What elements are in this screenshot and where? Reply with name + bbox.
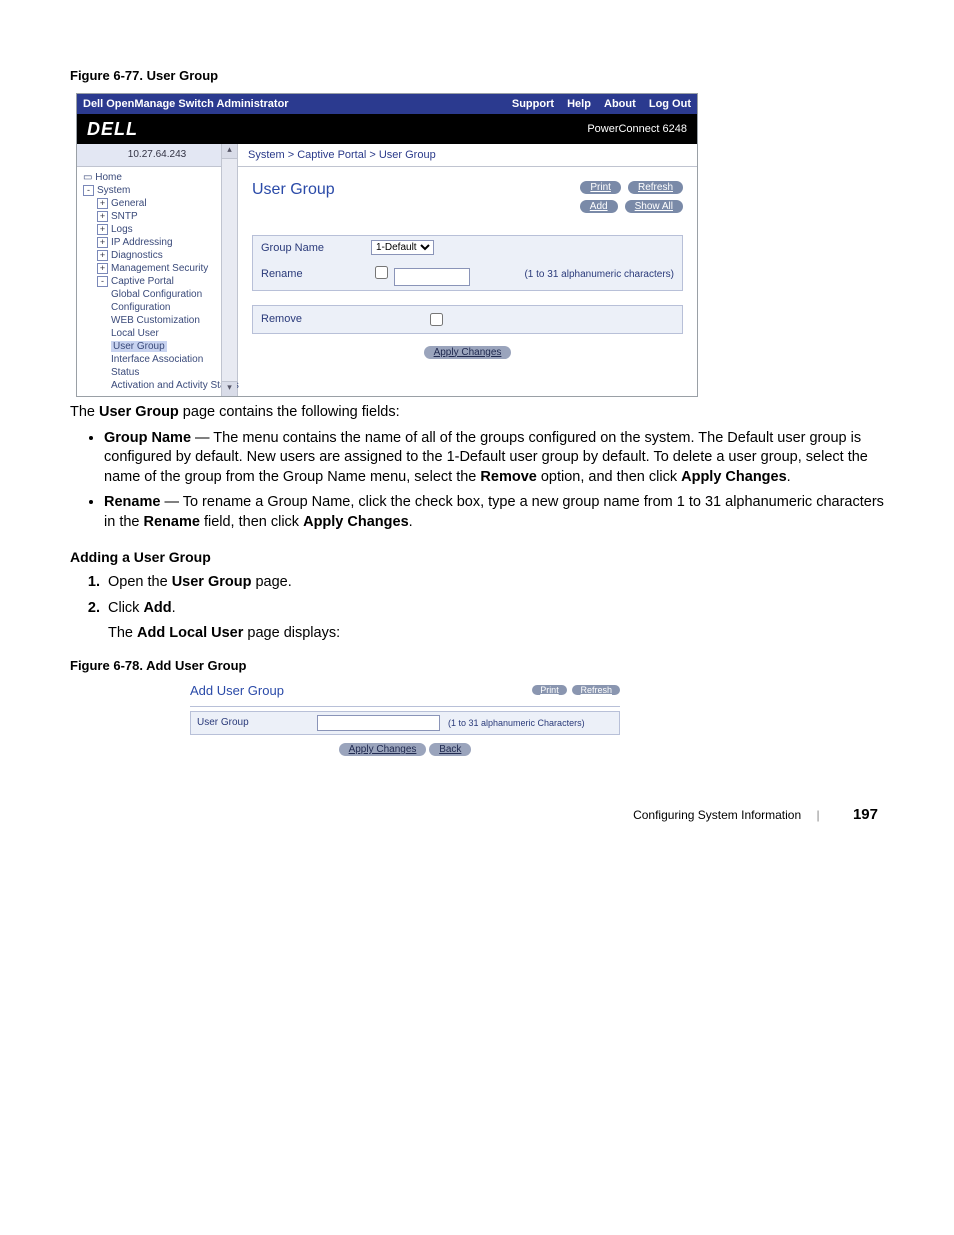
print-button[interactable]: Print [580, 181, 621, 194]
app-topbar: Dell OpenManage Switch Administrator Sup… [77, 94, 697, 114]
showall-button[interactable]: Show All [625, 200, 683, 213]
link-support[interactable]: Support [512, 98, 554, 110]
app-title: Dell OpenManage Switch Administrator [83, 98, 289, 110]
doc-body: The User Group page contains the followi… [70, 403, 884, 644]
bullet-rename: Rename — To rename a Group Name, click t… [104, 493, 884, 532]
tree-webcust[interactable]: WEB Customization [81, 314, 235, 327]
refresh-button[interactable]: Refresh [628, 181, 683, 194]
tree-diag[interactable]: +Diagnostics [81, 249, 235, 262]
topbar-links: Support Help About Log Out [502, 98, 691, 110]
step-1: Open the User Group page. [104, 573, 884, 593]
figure2-caption: Figure 6-78. Add User Group [70, 658, 884, 673]
logo-row: DELL PowerConnect 6248 [77, 114, 697, 144]
nav-tree: ▭ Home -System +General +SNTP +Logs +IP … [77, 167, 237, 396]
tree-home[interactable]: ▭ Home [81, 171, 235, 184]
tree-captive[interactable]: -Captive Portal [81, 275, 235, 288]
rename-input[interactable] [394, 268, 470, 286]
link-logout[interactable]: Log Out [649, 98, 691, 110]
link-about[interactable]: About [604, 98, 636, 110]
add-panel-title: Add User Group [190, 683, 284, 698]
groupname-select[interactable]: 1-Default [371, 240, 434, 255]
device-ip: 10.27.64.243 [77, 144, 237, 167]
tree-system[interactable]: -System [81, 184, 235, 197]
add-print-button[interactable]: Print [532, 685, 567, 695]
bullet-groupname: Group Name — The menu contains the name … [104, 429, 884, 488]
scroll-up-icon[interactable]: ▴ [222, 144, 237, 159]
rename-checkbox[interactable] [375, 266, 388, 279]
link-help[interactable]: Help [567, 98, 591, 110]
add-button[interactable]: Add [580, 200, 618, 213]
add-back-button[interactable]: Back [429, 743, 471, 756]
subhead-adding: Adding a User Group [70, 548, 884, 567]
dell-logo: DELL [87, 119, 138, 140]
apply-changes-button[interactable]: Apply Changes [424, 346, 512, 359]
add-usergroup-label: User Group [197, 717, 317, 728]
group-form: Group Name 1-Default Rename [252, 235, 683, 291]
sidebar-scrollbar[interactable]: ▴ ▾ [221, 144, 237, 396]
intro-text: The User Group page contains the followi… [70, 403, 884, 423]
tree-localuser[interactable]: Local User [81, 327, 235, 340]
rename-label: Rename [261, 268, 371, 280]
breadcrumb: System > Captive Portal > User Group [238, 144, 697, 167]
nav-sidebar: 10.27.64.243 ▭ Home -System +General +SN… [77, 144, 238, 396]
add-apply-button[interactable]: Apply Changes [339, 743, 427, 756]
tree-logs[interactable]: +Logs [81, 223, 235, 236]
screenshot-user-group: Dell OpenManage Switch Administrator Sup… [76, 93, 698, 397]
panel-title: User Group [252, 181, 335, 199]
footer-section: Configuring System Information [633, 808, 801, 822]
tree-globalconf[interactable]: Global Configuration [81, 288, 235, 301]
footer-page: 197 [853, 806, 878, 823]
add-refresh-button[interactable]: Refresh [572, 685, 620, 695]
screenshot-add-user-group: Add User Group Print Refresh User Group … [190, 683, 620, 756]
product-name: PowerConnect 6248 [587, 123, 687, 135]
tree-activity[interactable]: Activation and Activity Status [81, 379, 235, 392]
tree-sntp[interactable]: +SNTP [81, 210, 235, 223]
tree-general[interactable]: +General [81, 197, 235, 210]
remove-label: Remove [261, 313, 426, 325]
page-footer: Configuring System Information | 197 [70, 806, 884, 823]
tree-ip[interactable]: +IP Addressing [81, 236, 235, 249]
tree-conf[interactable]: Configuration [81, 301, 235, 314]
tree-status[interactable]: Status [81, 366, 235, 379]
remove-checkbox[interactable] [430, 313, 443, 326]
scroll-down-icon[interactable]: ▾ [222, 381, 237, 396]
groupname-label: Group Name [261, 242, 371, 254]
add-usergroup-input[interactable] [317, 715, 440, 731]
tree-ifassoc[interactable]: Interface Association [81, 353, 235, 366]
tree-usergroup[interactable]: User Group [81, 340, 235, 353]
add-usergroup-hint: (1 to 31 alphanumeric Characters) [448, 718, 585, 728]
figure1-caption: Figure 6-77. User Group [70, 68, 884, 83]
step-2: Click Add. The Add Local User page displ… [104, 599, 884, 644]
tree-mgmtsec[interactable]: +Management Security [81, 262, 235, 275]
rename-hint: (1 to 31 alphanumeric characters) [491, 269, 674, 280]
